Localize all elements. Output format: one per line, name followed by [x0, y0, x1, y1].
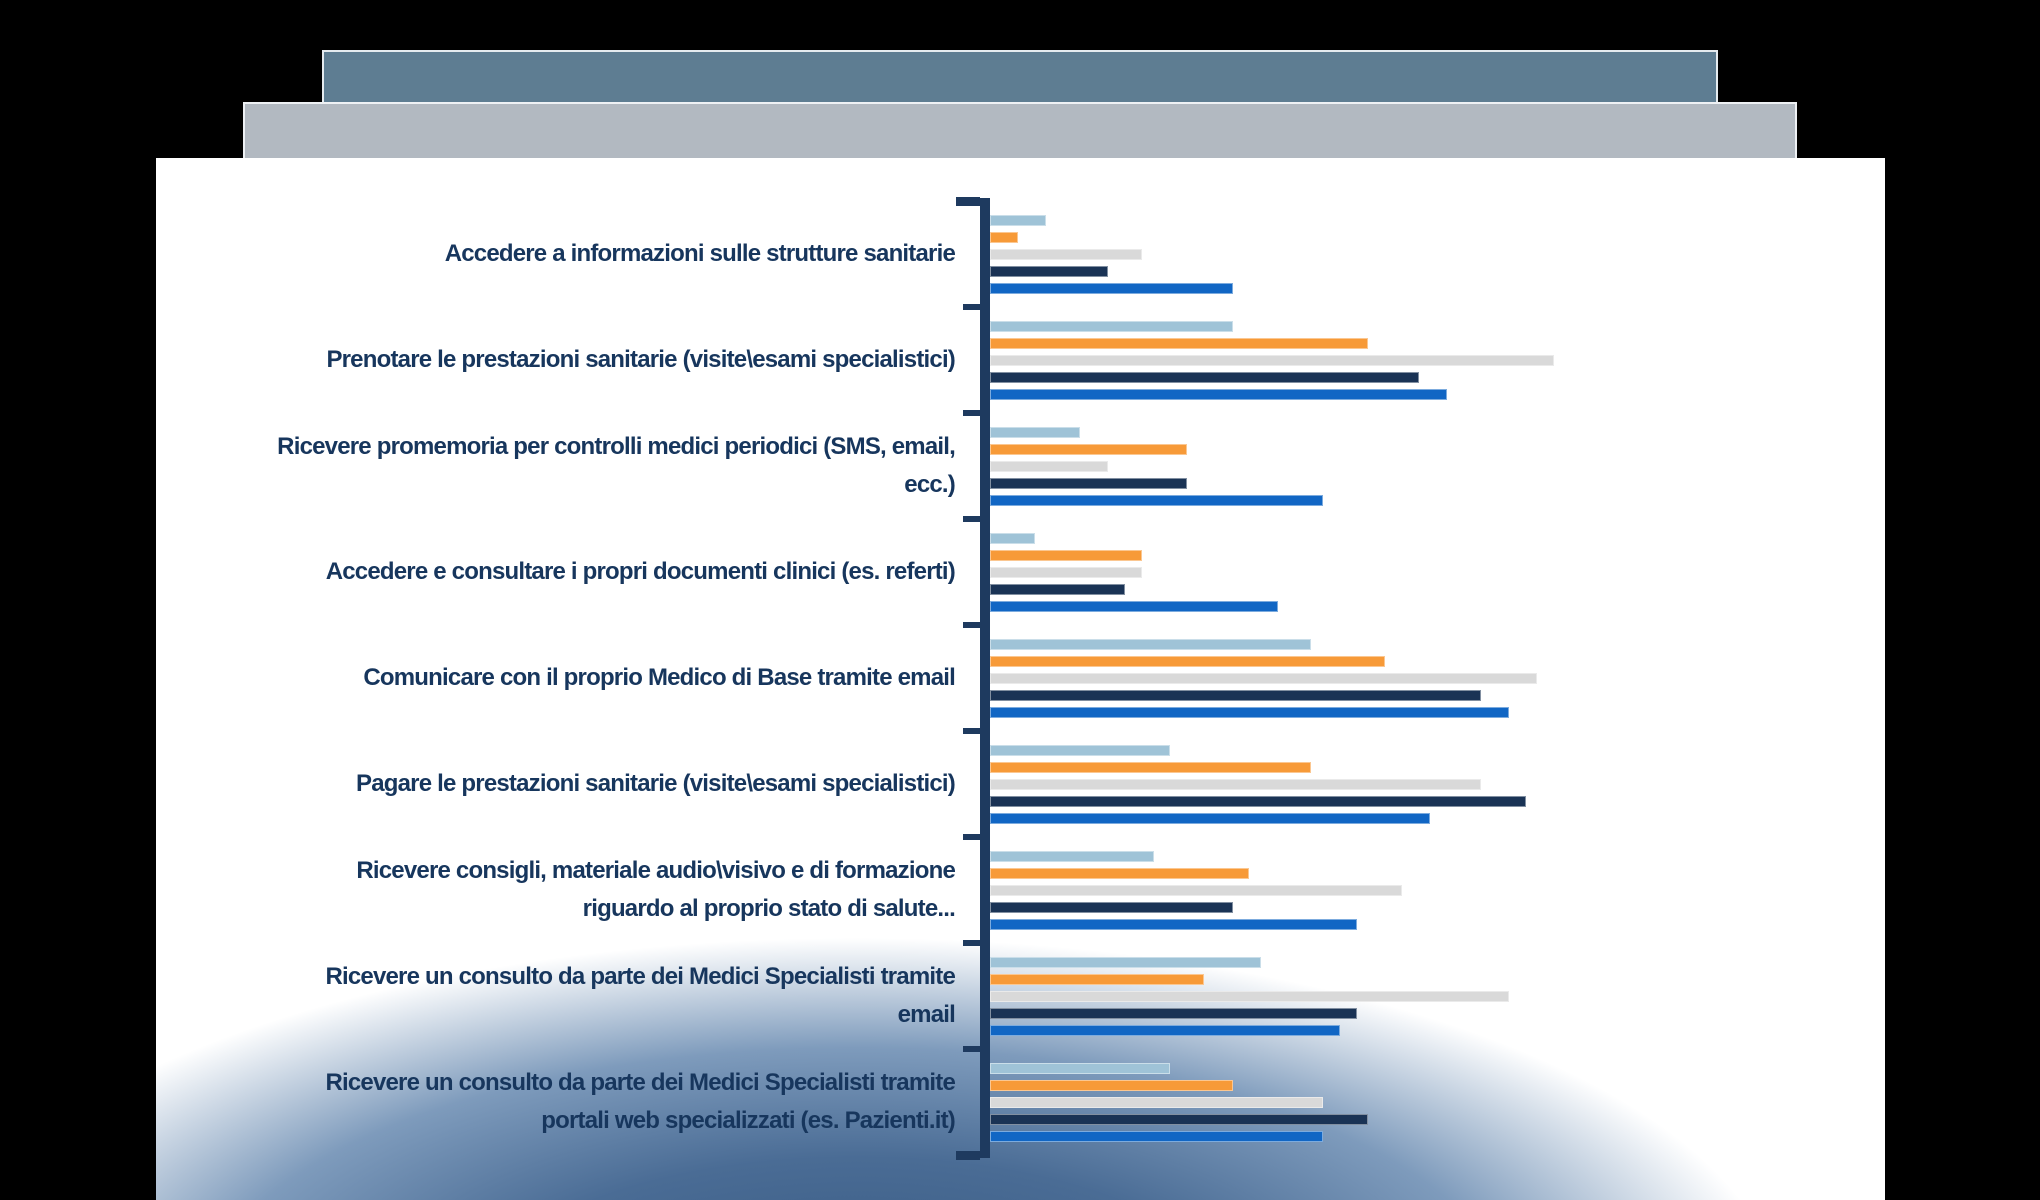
bar-medium-blue: [990, 282, 1233, 294]
chart-category-row: Prenotare le prestazioni sanitarie (visi…: [156, 307, 1885, 413]
axis-tick: [963, 304, 980, 310]
deck-header-bar: [322, 50, 1718, 104]
bar-medium-blue: [990, 494, 1323, 506]
bar-light-blue: [990, 638, 1312, 650]
bar-light-gray: [990, 778, 1481, 790]
category-bars: [990, 625, 1554, 731]
category-label: Prenotare le prestazioni sanitarie (visi…: [326, 346, 955, 373]
bar-dark-navy: [990, 1007, 1357, 1019]
bar-dark-navy: [990, 477, 1188, 489]
bar-orange: [990, 443, 1188, 455]
category-label: Accedere e consultare i propri documenti…: [325, 558, 956, 585]
bar-light-gray: [990, 990, 1509, 1002]
category-label: Ricevere promemoria per controlli medici…: [277, 433, 956, 498]
bar-light-gray: [990, 354, 1554, 366]
category-label: Ricevere un consulto da parte dei Medici…: [325, 1069, 955, 1134]
category-bars: [990, 519, 1554, 625]
bar-light-blue: [990, 320, 1233, 332]
bar-dark-navy: [990, 795, 1526, 807]
bar-orange: [990, 761, 1312, 773]
bar-medium-blue: [990, 706, 1509, 718]
category-label: Accedere a informazioni sulle strutture …: [444, 240, 956, 267]
bar-light-gray: [990, 672, 1538, 684]
category-bars: [990, 307, 1554, 413]
bar-orange: [990, 231, 1019, 243]
chart-category-row: Ricevere un consulto da parte dei Medici…: [156, 1049, 1885, 1155]
chart-category-row: Accedere e consultare i propri documenti…: [156, 519, 1885, 625]
bar-dark-navy: [990, 583, 1126, 595]
bar-orange: [990, 973, 1205, 985]
category-label: Pagare le prestazioni sanitarie (visite\…: [356, 770, 956, 797]
bar-dark-navy: [990, 901, 1233, 913]
category-label: Comunicare con il proprio Medico di Base…: [363, 664, 955, 691]
category-label: Ricevere consigli, materiale audio\visiv…: [356, 857, 955, 922]
category-bars: [990, 837, 1554, 943]
bar-light-blue: [990, 214, 1047, 226]
bar-dark-navy: [990, 371, 1419, 383]
category-bars: [990, 413, 1554, 519]
chart-category-row: Ricevere un consulto da parte dei Medici…: [156, 943, 1885, 1049]
bar-orange: [990, 337, 1368, 349]
category-bars: [990, 731, 1554, 837]
bar-chart: Accedere a informazioni sulle strutture …: [156, 158, 1885, 1200]
chart-category-row: Ricevere consigli, materiale audio\visiv…: [156, 837, 1885, 943]
chart-category-row: Comunicare con il proprio Medico di Base…: [156, 625, 1885, 731]
bar-light-blue: [990, 850, 1154, 862]
bar-light-blue: [990, 956, 1261, 968]
bar-orange: [990, 867, 1250, 879]
category-label: Ricevere un consulto da parte dei Medici…: [325, 963, 955, 1028]
bar-light-blue: [990, 426, 1081, 438]
bar-medium-blue: [990, 388, 1447, 400]
chart-category-row: Pagare le prestazioni sanitarie (visite\…: [156, 731, 1885, 837]
bar-light-blue: [990, 744, 1171, 756]
chart-y-axis: [980, 198, 990, 1158]
bar-medium-blue: [990, 600, 1278, 612]
deck-subheader-bar: [243, 102, 1797, 160]
chart-category-row: Accedere a informazioni sulle strutture …: [156, 201, 1885, 307]
bar-dark-navy: [990, 1113, 1368, 1125]
bar-dark-navy: [990, 265, 1109, 277]
axis-tick: [963, 940, 980, 946]
axis-tick: [963, 728, 980, 734]
bar-light-blue: [990, 1062, 1171, 1074]
axis-tick: [963, 410, 980, 416]
bar-light-gray: [990, 1096, 1323, 1108]
axis-end-tick: [956, 196, 980, 206]
axis-tick: [963, 622, 980, 628]
axis-end-tick: [956, 1150, 980, 1160]
bar-medium-blue: [990, 1130, 1323, 1142]
bar-orange: [990, 1079, 1233, 1091]
bar-medium-blue: [990, 1024, 1340, 1036]
slide-page: Accedere a informazioni sulle strutture …: [156, 158, 1885, 1200]
bar-orange: [990, 655, 1385, 667]
chart-category-row: Ricevere promemoria per controlli medici…: [156, 413, 1885, 519]
bar-dark-navy: [990, 689, 1481, 701]
bar-light-gray: [990, 566, 1143, 578]
bar-light-gray: [990, 248, 1143, 260]
bar-medium-blue: [990, 918, 1357, 930]
category-bars: [990, 201, 1554, 307]
bar-light-gray: [990, 884, 1402, 896]
bar-medium-blue: [990, 812, 1430, 824]
bar-light-gray: [990, 460, 1109, 472]
bar-light-blue: [990, 532, 1036, 544]
axis-tick: [963, 834, 980, 840]
category-bars: [990, 1049, 1554, 1155]
axis-tick: [963, 516, 980, 522]
category-bars: [990, 943, 1554, 1049]
bar-orange: [990, 549, 1143, 561]
axis-tick: [963, 1046, 980, 1052]
